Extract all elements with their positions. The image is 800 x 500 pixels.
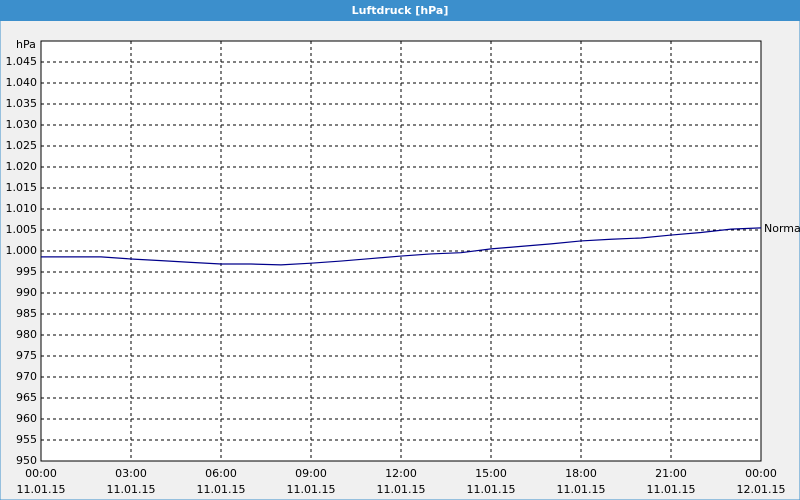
window-title: Luftdruck [hPa] [352,4,449,17]
y-tick-label: 985 [16,307,37,320]
y-tick-label: 1.020 [6,160,38,173]
x-tick-label: 21:00 [655,467,687,480]
x-tick-date: 11.01.15 [197,483,246,496]
x-tick-date: 11.01.15 [107,483,156,496]
y-tick-label: 1.045 [6,55,38,68]
x-tick-date: 11.01.15 [647,483,696,496]
x-tick-date: 11.01.15 [557,483,606,496]
x-tick-label: 09:00 [295,467,327,480]
y-tick-label: 970 [16,370,37,383]
x-tick-date: 11.01.15 [287,483,336,496]
x-tick-label: 12:00 [385,467,417,480]
y-tick-label: 975 [16,349,37,362]
x-tick-date: 11.01.15 [377,483,426,496]
line-series [41,227,762,266]
x-tick-date: 11.01.15 [17,483,66,496]
y-tick-label: 995 [16,265,37,278]
y-tick-label: 1.015 [6,181,38,194]
y-tick-label: 1.010 [6,202,38,215]
x-tick-label: 03:00 [115,467,147,480]
plot-border [40,40,762,462]
title-bar [0,0,800,21]
y-tick-label: 990 [16,286,37,299]
y-tick-label: 1.025 [6,139,38,152]
x-tick-date: 12.01.15 [737,483,786,496]
x-tick-label: 06:00 [205,467,237,480]
y-tick-label: 1.040 [6,76,38,89]
x-tick-label: 00:00 [745,467,777,480]
x-tick-date: 11.01.15 [467,483,516,496]
y-tick-label: 1.035 [6,97,38,110]
x-tick-label: 18:00 [565,467,597,480]
x-tick-label: 00:00 [25,467,57,480]
y-tick-label: 980 [16,328,37,341]
y-tick-label: 955 [16,433,37,446]
y-tick-label: 960 [16,412,37,425]
y-tick-label: 1.005 [6,223,38,236]
series-label: Normal [764,222,800,235]
y-tick-label: 965 [16,391,37,404]
y-tick-label: 950 [16,454,37,467]
x-tick-label: 15:00 [475,467,507,480]
y-tick-label: 1.030 [6,118,38,131]
y-unit: hPa [16,38,36,51]
y-tick-label: 1.000 [6,244,38,257]
